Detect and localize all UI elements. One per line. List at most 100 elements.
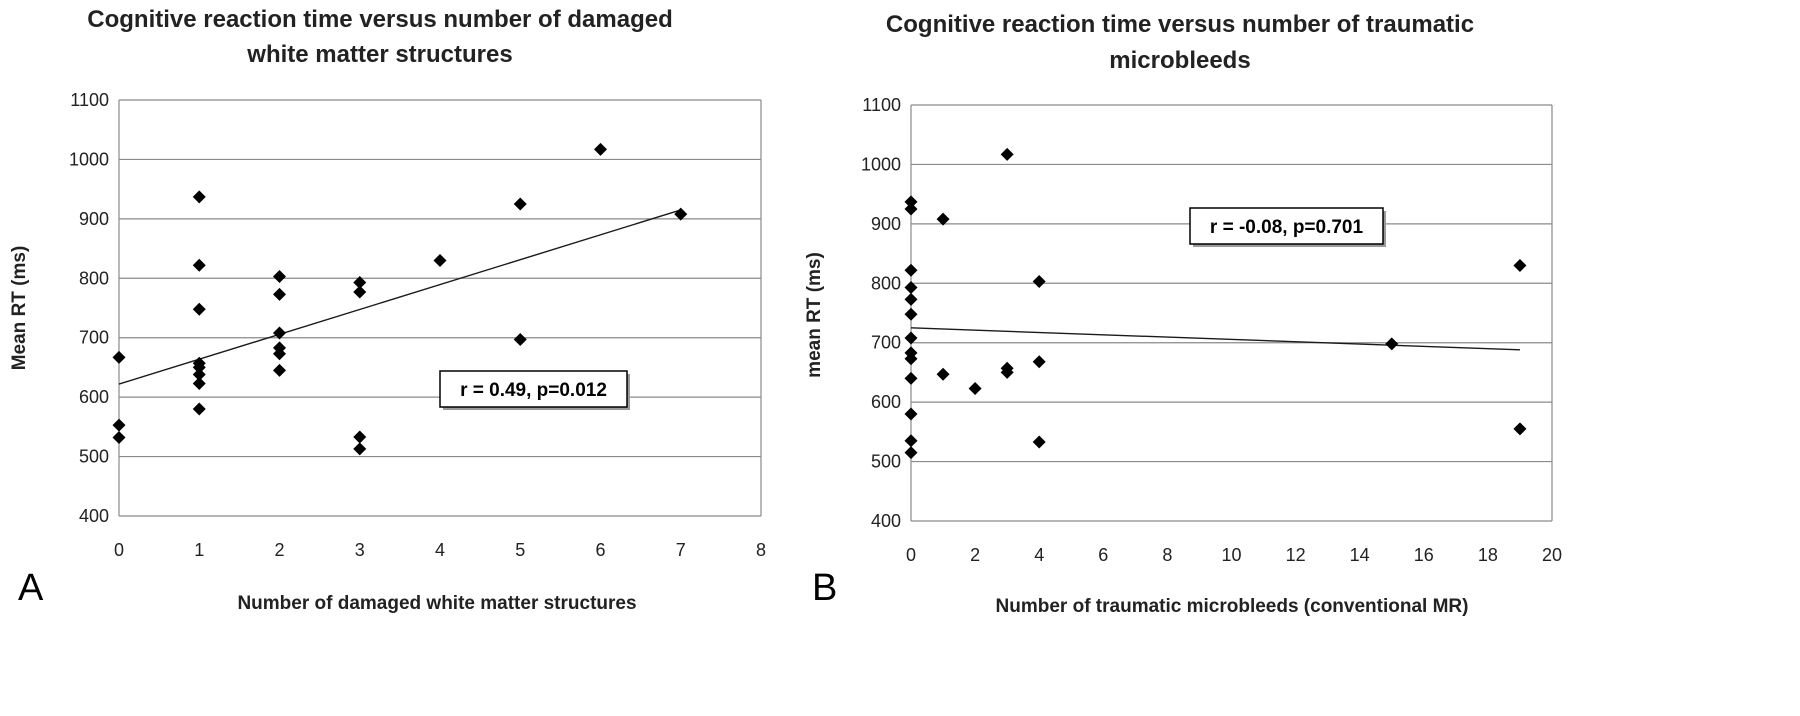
x-tick-label: 18 <box>1478 545 1498 565</box>
panel-letter: A <box>18 567 44 609</box>
y-tick-label: 900 <box>79 209 109 229</box>
y-tick-label: 400 <box>79 506 109 526</box>
x-tick-label: 4 <box>1034 545 1044 565</box>
chart-title-line: microbleeds <box>1109 47 1250 74</box>
data-point <box>513 197 527 211</box>
x-tick-label: 20 <box>1542 545 1562 565</box>
y-tick-label: 1000 <box>69 149 109 169</box>
data-point <box>273 347 286 361</box>
data-point <box>273 287 286 301</box>
data-point <box>192 360 206 374</box>
data-point <box>1513 258 1527 272</box>
y-tick-label: 500 <box>79 447 109 467</box>
data-point <box>433 253 447 267</box>
y-tick-label: 500 <box>871 452 901 472</box>
data-point <box>904 446 918 460</box>
panel-a: Cognitive reaction time versus number of… <box>9 6 766 614</box>
data-point <box>353 442 367 456</box>
data-point <box>353 275 367 289</box>
data-point <box>1000 147 1014 161</box>
trendline <box>910 327 1520 351</box>
data-point <box>192 368 206 382</box>
annotation-text: r = 0.49, p=0.012 <box>460 380 607 401</box>
chart-title-line: white matter structures <box>246 41 512 68</box>
x-tick-label: 6 <box>1098 545 1108 565</box>
data-point <box>904 292 918 306</box>
x-axis-title: Number of traumatic microbleeds (convent… <box>996 596 1469 617</box>
y-tick-label: 800 <box>871 273 901 293</box>
data-point <box>353 285 367 299</box>
data-point <box>904 307 918 321</box>
data-point <box>112 418 126 432</box>
x-tick-label: 0 <box>906 545 916 565</box>
chart-title-line: Cognitive reaction time versus number of… <box>886 11 1474 38</box>
y-tick-label: 700 <box>871 333 901 353</box>
data-point <box>1032 435 1046 449</box>
x-tick-label: 8 <box>756 540 766 560</box>
data-point <box>1000 365 1014 379</box>
data-point <box>513 332 527 346</box>
data-point <box>904 352 918 366</box>
data-point <box>904 331 918 345</box>
data-point <box>904 371 918 385</box>
x-tick-label: 4 <box>435 540 445 560</box>
data-point <box>273 326 286 340</box>
x-tick-label: 8 <box>1162 545 1172 565</box>
data-point <box>904 195 918 209</box>
data-point <box>192 376 206 390</box>
data-point <box>936 212 950 226</box>
y-tick-label: 1100 <box>862 95 901 115</box>
x-tick-label: 7 <box>676 540 686 560</box>
data-point <box>904 202 918 216</box>
y-tick-label: 1000 <box>861 154 901 174</box>
y-tick-label: 600 <box>79 387 109 407</box>
trendline <box>118 209 681 385</box>
data-point <box>904 263 918 277</box>
x-tick-label: 12 <box>1286 545 1306 565</box>
x-tick-label: 1 <box>194 540 204 560</box>
x-tick-label: 2 <box>970 545 980 565</box>
y-tick-label: 1100 <box>70 90 109 110</box>
annotation-text: r = -0.08, p=0.701 <box>1210 217 1364 238</box>
y-tick-label: 800 <box>79 268 109 288</box>
y-axis-title: mean RT (ms) <box>804 252 825 378</box>
data-point <box>904 280 918 294</box>
data-point <box>968 381 982 395</box>
x-tick-label: 14 <box>1350 545 1370 565</box>
x-tick-label: 0 <box>114 540 124 560</box>
panel-b: Cognitive reaction time versus number of… <box>804 11 1562 617</box>
x-tick-label: 2 <box>274 540 284 560</box>
y-tick-label: 900 <box>871 214 901 234</box>
data-point <box>904 434 918 448</box>
data-point <box>674 207 688 221</box>
data-point <box>936 367 950 381</box>
annotation-box <box>439 370 628 408</box>
x-tick-label: 5 <box>515 540 525 560</box>
data-point <box>594 142 607 156</box>
data-point <box>353 430 367 444</box>
x-tick-label: 10 <box>1221 545 1241 565</box>
data-point <box>1385 337 1399 351</box>
x-tick-label: 3 <box>355 540 365 560</box>
x-tick-label: 6 <box>595 540 605 560</box>
panel-letter: B <box>812 567 837 609</box>
y-tick-label: 700 <box>79 328 109 348</box>
data-point <box>273 363 286 377</box>
data-point <box>192 302 206 316</box>
data-point <box>192 190 206 204</box>
x-tick-label: 16 <box>1414 545 1434 565</box>
y-tick-label: 400 <box>871 511 901 531</box>
data-point <box>904 407 918 421</box>
data-point <box>112 350 126 364</box>
data-point <box>1513 422 1527 436</box>
data-point <box>112 431 126 445</box>
data-point <box>273 270 286 284</box>
data-point <box>192 258 206 272</box>
data-point <box>192 402 206 416</box>
y-tick-label: 600 <box>871 392 901 412</box>
x-axis-title: Number of damaged white matter structure… <box>237 593 636 614</box>
data-point <box>1032 355 1046 369</box>
y-axis-title: Mean RT (ms) <box>9 246 30 371</box>
chart-title-line: Cognitive reaction time versus number of… <box>87 6 672 33</box>
